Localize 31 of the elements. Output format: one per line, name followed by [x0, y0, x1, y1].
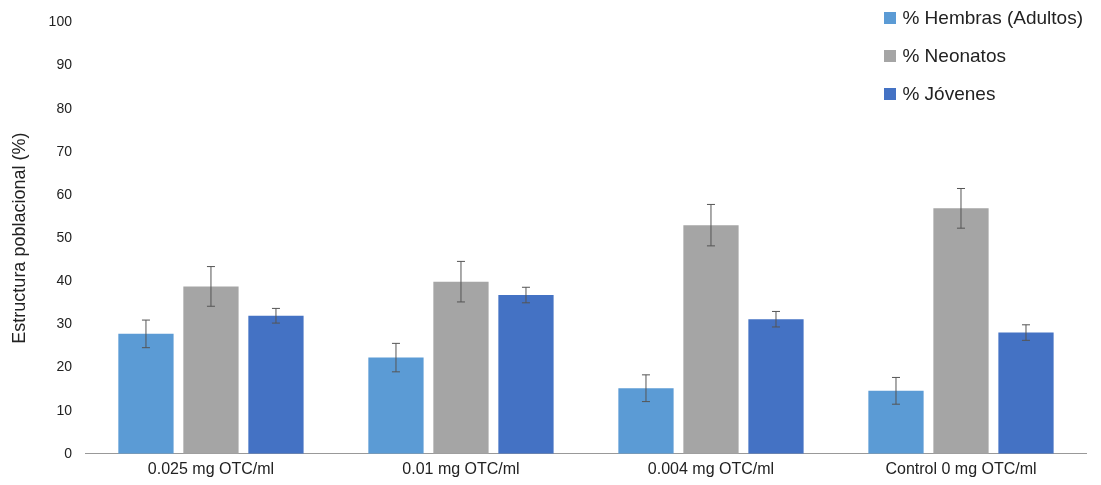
y-tick-label: 50	[56, 228, 73, 245]
bar	[618, 388, 674, 454]
y-tick-label: 100	[48, 13, 73, 30]
y-tick-label: 10	[56, 401, 73, 418]
bar	[433, 281, 489, 454]
bar	[248, 315, 304, 454]
y-tick-label: 70	[56, 142, 73, 159]
bar	[868, 390, 924, 454]
y-tick-label: 90	[56, 56, 73, 73]
bar	[748, 319, 804, 454]
y-tick-label: 80	[56, 99, 73, 116]
y-tick-label: 0	[64, 444, 73, 461]
y-tick-label: 60	[56, 185, 73, 202]
bar	[998, 332, 1054, 454]
bar	[183, 286, 239, 454]
bar	[683, 225, 739, 454]
legend-label: % Neonatos	[902, 45, 1006, 66]
bar	[118, 333, 174, 454]
y-tick-label: 30	[56, 315, 73, 332]
legend-label: % Jóvenes	[902, 83, 996, 104]
x-tick-label: Control 0 mg OTC/ml	[885, 459, 1037, 477]
bar	[933, 208, 989, 454]
bar	[498, 295, 554, 454]
bar	[368, 357, 424, 454]
x-tick-label: 0.025 mg OTC/ml	[147, 459, 275, 477]
legend-label: % Hembras (Adultos)	[902, 7, 1083, 28]
y-tick-label: 40	[56, 272, 73, 289]
x-tick-label: 0.004 mg OTC/ml	[647, 459, 775, 477]
y-axis-title: Estructura poblacional (%)	[8, 132, 29, 344]
y-tick-label: 20	[56, 358, 73, 375]
x-tick-label: 0.01 mg OTC/ml	[402, 459, 520, 477]
